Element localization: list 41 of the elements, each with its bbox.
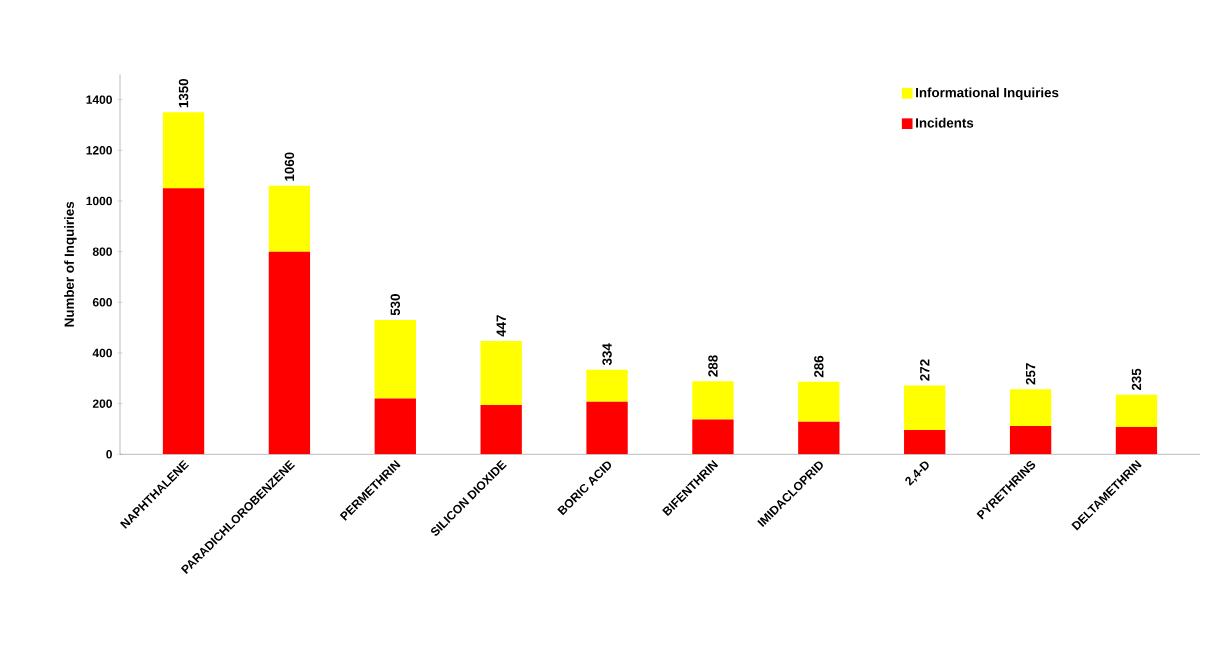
bar [480,341,522,405]
legend-label: Informational Inquiries [916,87,1059,100]
y-tick-label: 1000 [86,196,112,206]
bar [904,385,946,430]
y-tick-label: 600 [92,298,112,307]
total-label: 286 [814,355,824,378]
y-tick-label: 1200 [86,146,112,155]
bar [904,430,946,455]
bar [1115,426,1158,455]
bar [268,251,311,455]
bar [586,369,628,402]
total-label: 530 [390,294,401,316]
bar [798,421,840,455]
y-tick-label: 800 [92,247,112,256]
bar [692,381,734,420]
y-axis-title: Number of Inquiries [64,201,77,327]
bar [374,320,416,399]
bar [692,419,734,455]
bar [374,398,416,455]
y-tick-label: 0 [106,450,112,459]
y-tick-label: 400 [92,348,112,358]
total-label: 1060 [284,152,295,181]
y-tick-label: 200 [92,399,112,408]
total-label: 272 [920,359,930,381]
bar [1009,425,1052,455]
bar [162,112,205,189]
total-label: 1350 [178,78,189,108]
total-label: 447 [496,315,506,337]
bar [268,185,311,252]
total-label: 288 [708,355,718,377]
total-label: 235 [1131,368,1142,391]
legend-label: Incidents [916,117,974,128]
total-label: 334 [602,343,612,366]
y-tick-label: 1400 [86,95,112,104]
bar [1115,394,1158,427]
total-label: 257 [1025,363,1036,385]
bar [798,381,840,422]
bar [1009,389,1052,426]
bar [162,188,205,455]
bar [480,404,522,455]
bar [586,401,628,455]
